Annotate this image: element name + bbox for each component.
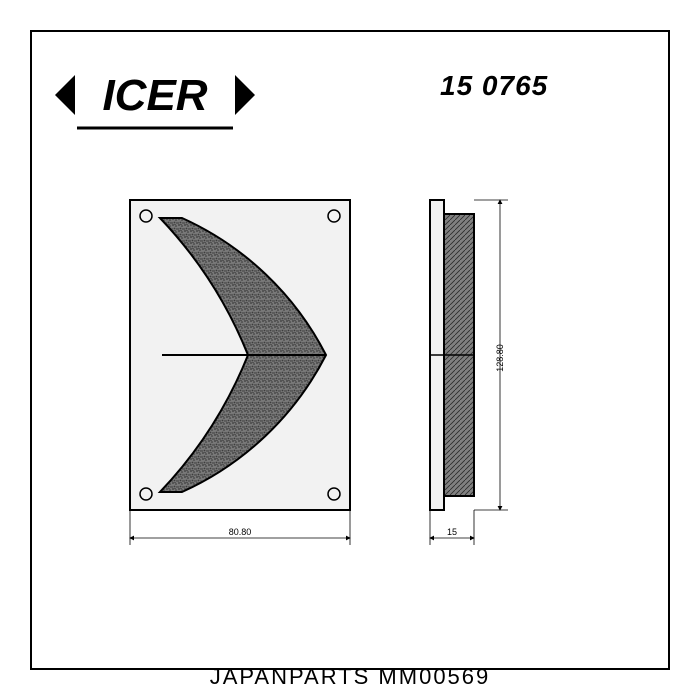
part-number: 15 0765	[440, 70, 548, 102]
logo-text: ICER	[102, 71, 207, 120]
side-view: 128.80 15	[430, 200, 508, 545]
dim-thickness: 15	[447, 527, 457, 537]
dim-height: 128.80	[495, 344, 505, 372]
front-view: 80.80	[130, 200, 350, 545]
icer-logo: ICER	[55, 50, 275, 150]
footer-text: JAPANPARTS MM00569	[0, 664, 700, 690]
technical-diagram: 80.80 128.80 15	[100, 190, 600, 570]
dim-width: 80.80	[229, 527, 252, 537]
